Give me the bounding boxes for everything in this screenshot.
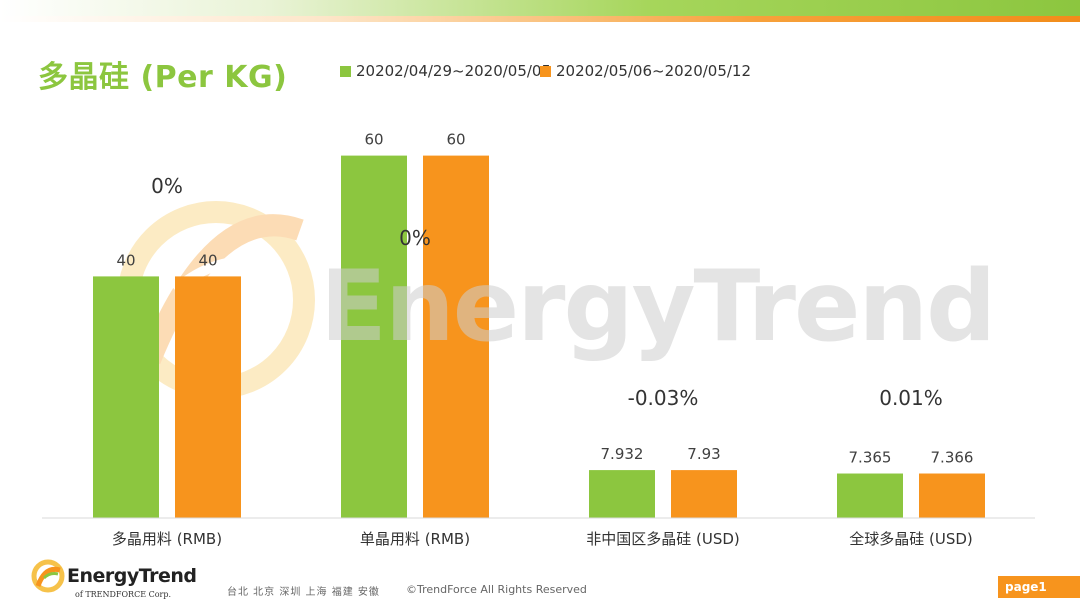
- legend-swatch-orange: [540, 66, 551, 77]
- labels-layer: 40 40 多晶用料 (RMB) 0% 60 60 单晶用料 (RMB) 0% 7.932 7.9…: [112, 131, 974, 548]
- footer-cities: 台北 北京 深圳 上海 福建 安徽: [227, 587, 380, 598]
- top-orange-stripe: [0, 16, 1080, 22]
- bar-series-2: [671, 470, 737, 518]
- watermark-text: EnergyTrend: [320, 250, 996, 364]
- legend-label: 20202/05/06~2020/05/12: [556, 62, 752, 80]
- category-label: 单晶用料 (RMB): [360, 530, 470, 548]
- change-percent-label: 0.01%: [879, 386, 943, 410]
- change-percent-label: 0%: [151, 174, 183, 198]
- category-label: 全球多晶硅 (USD): [849, 530, 973, 548]
- bar-value-label: 7.93: [687, 445, 720, 463]
- bar-value-label: 60: [446, 131, 465, 149]
- bars-layer: [93, 155, 985, 518]
- page-title: 多晶硅 (Per KG): [38, 60, 288, 95]
- change-percent-label: -0.03%: [628, 386, 699, 410]
- category-label: 多晶用料 (RMB): [112, 530, 222, 548]
- legend-label: 20202/04/29~2020/05/05: [356, 62, 552, 80]
- bar-value-label: 7.366: [931, 449, 974, 467]
- bar-series-1: [341, 155, 407, 518]
- bar-series-1: [93, 276, 159, 518]
- legend-swatch-green: [340, 66, 351, 77]
- footer-logo-text: EnergyTrend: [67, 565, 197, 587]
- category-label: 非中国区多晶硅 (USD): [586, 530, 740, 548]
- footer-logo-subtitle: of TRENDFORCE Corp.: [75, 590, 171, 599]
- footer-logo-icon: [31, 559, 65, 593]
- legend-item-series-2: 20202/05/06~2020/05/12: [540, 62, 751, 80]
- legend-item-series-1: 20202/04/29~2020/05/05: [340, 62, 551, 80]
- bar-series-2: [423, 155, 489, 518]
- bar-series-2: [175, 276, 241, 518]
- change-percent-label: 0%: [399, 226, 431, 250]
- bar-value-label: 60: [364, 131, 383, 149]
- bar-value-label: 7.365: [849, 449, 892, 467]
- bar-value-label: 40: [198, 251, 217, 269]
- bar-series-1: [589, 470, 655, 518]
- bar-series-2: [919, 473, 985, 518]
- bar-value-label: 40: [116, 251, 135, 269]
- page-number-tag: page1: [998, 576, 1080, 598]
- bar-value-label: 7.932: [601, 445, 644, 463]
- bar-series-1: [837, 473, 903, 518]
- footer-copyright: ©TrendForce All Rights Reserved: [406, 583, 587, 596]
